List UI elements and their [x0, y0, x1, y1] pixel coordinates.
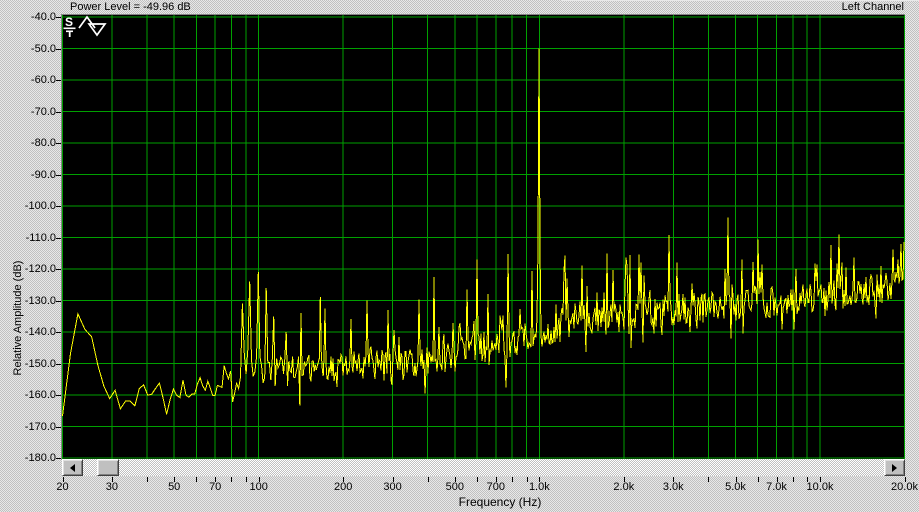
- y-axis-tick: [56, 332, 61, 333]
- y-tick-label: -70.0: [30, 105, 56, 118]
- x-tick-label: 200: [333, 481, 353, 493]
- y-axis-tick: [56, 111, 61, 113]
- x-tick-label: 20: [56, 481, 69, 493]
- sine-wave-generator-icon: S: [63, 15, 107, 37]
- spectrum-trace: [62, 48, 905, 417]
- x-tick-label: 7.0k: [766, 481, 787, 493]
- x-axis-tick: [246, 477, 247, 482]
- y-axis-tick: [56, 237, 61, 239]
- x-axis-title: Frequency (Hz): [458, 495, 542, 509]
- left-arrow-icon: [70, 463, 75, 472]
- x-tick-label: 700: [486, 481, 506, 493]
- x-tick-label: 2.0k: [613, 481, 635, 493]
- y-axis-tick: [56, 17, 61, 18]
- y-axis-tick: [56, 174, 61, 176]
- y-axis-tick: [56, 80, 61, 81]
- x-tick-label: 3.0k: [662, 481, 684, 493]
- x-axis-tick: [112, 477, 113, 482]
- y-axis-title: Relative Amplitude (dB): [12, 260, 24, 376]
- x-axis-tick: [708, 477, 709, 482]
- y-tick-label: -100.0: [24, 200, 56, 212]
- x-tick-label: 20.0k: [891, 481, 918, 493]
- x-axis-tick: [477, 477, 478, 482]
- y-tick-label: -170.0: [24, 420, 56, 433]
- svg-text:S: S: [65, 15, 73, 29]
- x-axis-tick: [673, 477, 674, 482]
- y-axis-tick: [56, 395, 61, 396]
- y-tick-label: -80.0: [30, 137, 56, 149]
- y-axis-tick: [56, 458, 61, 459]
- y-tick-label: -40.0: [30, 11, 56, 23]
- x-tick-label: 300: [383, 481, 402, 493]
- y-tick-label: -90.0: [30, 168, 56, 181]
- x-axis-tick: [793, 477, 794, 482]
- y-tick-label: -110.0: [25, 231, 56, 244]
- x-axis-tick: [905, 477, 906, 482]
- x-axis-tick: [393, 477, 394, 482]
- x-tick-label: 500: [445, 481, 465, 493]
- x-axis-tick: [820, 477, 821, 482]
- right-arrow-icon: [892, 463, 897, 472]
- x-tick-label: 70: [209, 481, 222, 493]
- x-axis-tick: [231, 477, 232, 482]
- grid-lines: [62, 15, 905, 460]
- frequency-scrollbar[interactable]: [62, 459, 905, 476]
- spectrum-plot: [62, 15, 905, 460]
- x-axis-tick: [63, 477, 64, 482]
- x-tick-label: 10.0k: [806, 481, 834, 493]
- x-axis-tick: [807, 477, 808, 482]
- y-axis-tick: [56, 426, 61, 428]
- y-tick-label: -120.0: [24, 263, 56, 275]
- y-axis-tick: [56, 48, 61, 50]
- x-axis-tick: [196, 477, 197, 482]
- trace-layer: [62, 48, 905, 417]
- y-tick-label: -180.0: [24, 452, 56, 464]
- x-tick-label: 5.0k: [725, 481, 746, 493]
- y-tick-label: -60.0: [30, 74, 56, 86]
- x-axis-tick: [428, 477, 429, 482]
- y-tick-label: -50.0: [30, 42, 56, 55]
- scroll-right-button[interactable]: [884, 459, 905, 476]
- x-axis-tick: [624, 477, 625, 482]
- x-tick-label: 30: [105, 481, 119, 493]
- x-axis-tick: [527, 477, 528, 482]
- x-axis-tick: [539, 477, 540, 482]
- panel-edge: [562, 0, 919, 13]
- x-tick-label: 50: [168, 481, 181, 493]
- y-axis-tick: [56, 143, 61, 144]
- x-axis-tick: [736, 477, 737, 482]
- y-tick-label: -150.0: [24, 357, 56, 370]
- channel-label: Left Channel: [841, 1, 904, 13]
- x-axis-tick: [259, 477, 260, 482]
- x-axis-tick: [512, 477, 513, 482]
- x-axis-tick: [758, 477, 759, 482]
- y-tick-label: -130.0: [24, 294, 56, 307]
- y-axis-tick: [56, 300, 61, 302]
- x-axis-tick: [777, 477, 778, 482]
- plot-area[interactable]: S: [61, 14, 905, 460]
- x-axis-tick: [455, 477, 456, 482]
- x-axis-tick: [174, 477, 175, 482]
- y-axis-tick: [56, 363, 61, 365]
- scroll-left-button[interactable]: [62, 459, 83, 476]
- x-axis-tick: [343, 477, 344, 482]
- x-axis-tick: [147, 477, 148, 482]
- y-tick-label: -140.0: [24, 326, 56, 338]
- x-axis-tick: [496, 477, 497, 482]
- x-tick-label: 1.0k: [528, 481, 550, 493]
- y-tick-label: -160.0: [24, 389, 56, 401]
- x-axis-tick: [215, 477, 216, 482]
- y-axis-tick: [56, 206, 61, 207]
- x-tick-label: 100: [249, 481, 268, 493]
- scrollbar-thumb[interactable]: [97, 459, 119, 476]
- power-level-readout: Power Level = -49.96 dB: [70, 1, 191, 13]
- y-axis-tick: [56, 269, 61, 270]
